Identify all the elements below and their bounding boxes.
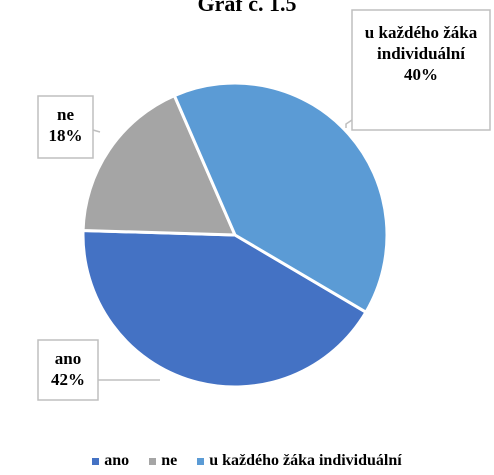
label-value: 40% <box>404 65 438 84</box>
data-label: ne 18% <box>38 104 93 146</box>
legend-label: ne <box>161 452 178 469</box>
label-value: 42% <box>51 370 85 389</box>
pie-slice <box>81 228 369 389</box>
label-category: ne <box>57 105 74 124</box>
legend-swatch <box>149 457 157 465</box>
legend-item: ano <box>92 452 129 470</box>
pie-slice <box>81 93 238 237</box>
callout-box <box>37 339 99 401</box>
label-category: u každého žáka individuální <box>364 23 478 63</box>
label-value: 18% <box>48 126 83 145</box>
label-category: ano <box>54 349 82 368</box>
legend-item: ne <box>149 452 177 470</box>
legend-swatch <box>92 457 100 465</box>
legend-swatch <box>197 457 205 465</box>
callout-boxes <box>37 9 491 401</box>
legend-item: u každého žáka individuální <box>197 452 402 470</box>
legend: ano ne u každého žáka individuální <box>0 452 494 470</box>
leader-line <box>92 129 101 133</box>
data-label: u každého žáka individuální 40% <box>354 22 488 85</box>
legend-label: ano <box>104 452 130 469</box>
callout-box <box>351 9 491 131</box>
legend-label: u každého žáka individuální <box>209 452 402 469</box>
leader-line <box>345 119 353 128</box>
chart-title: Graf č. 1.5 <box>197 0 297 16</box>
data-label: ano 42% <box>38 348 98 390</box>
callout-box <box>37 95 94 159</box>
pie-slice <box>172 81 389 315</box>
